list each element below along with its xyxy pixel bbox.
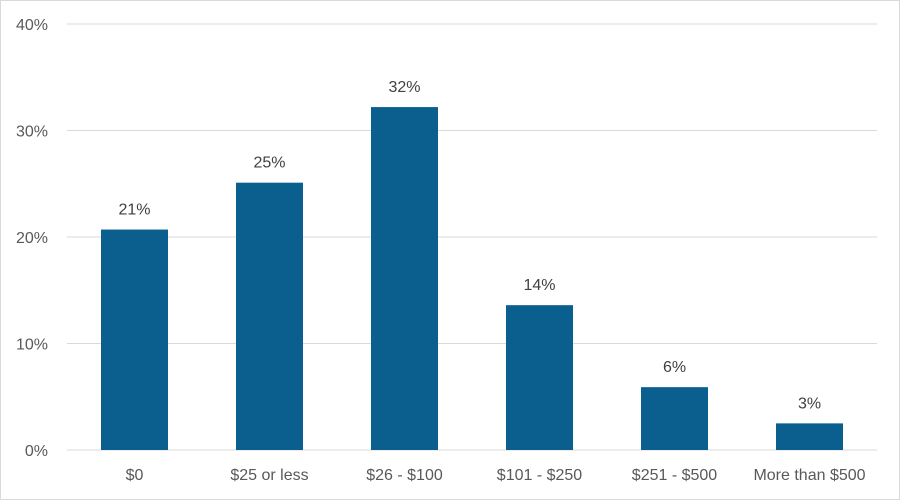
y-tick-label: 20%: [16, 230, 48, 247]
y-tick-label: 30%: [16, 124, 48, 141]
x-tick-label: More than $500: [753, 467, 865, 484]
bar: [101, 229, 168, 450]
data-label: 14%: [523, 277, 555, 294]
bar: [236, 182, 303, 450]
data-label: 21%: [118, 202, 150, 219]
gridlines: [67, 23, 877, 451]
bars: [101, 107, 843, 450]
bar: [371, 107, 438, 450]
y-tick-label: 10%: [16, 337, 48, 354]
x-tick-label: $25 or less: [230, 467, 308, 484]
x-tick-label: $101 - $250: [497, 467, 583, 484]
bar: [506, 305, 573, 450]
x-tick-label: $26 - $100: [366, 467, 443, 484]
x-tick-label: $251 - $500: [632, 467, 718, 484]
data-labels: 21% 25% 32% 14% 6% 3%: [118, 79, 821, 412]
data-label: 3%: [798, 395, 821, 412]
data-label: 25%: [253, 155, 285, 172]
bar: [641, 387, 708, 450]
data-label: 32%: [388, 79, 420, 96]
y-axis-ticks: 0% 10% 20% 30% 40%: [16, 17, 48, 460]
x-axis-ticks: $0 $25 or less $26 - $100 $101 - $250 $251 -…: [126, 467, 866, 484]
y-tick-label: 0%: [25, 443, 48, 460]
bar: [776, 423, 843, 450]
y-tick-label: 40%: [16, 17, 48, 34]
data-label: 6%: [663, 359, 686, 376]
x-tick-label: $0: [126, 467, 144, 484]
